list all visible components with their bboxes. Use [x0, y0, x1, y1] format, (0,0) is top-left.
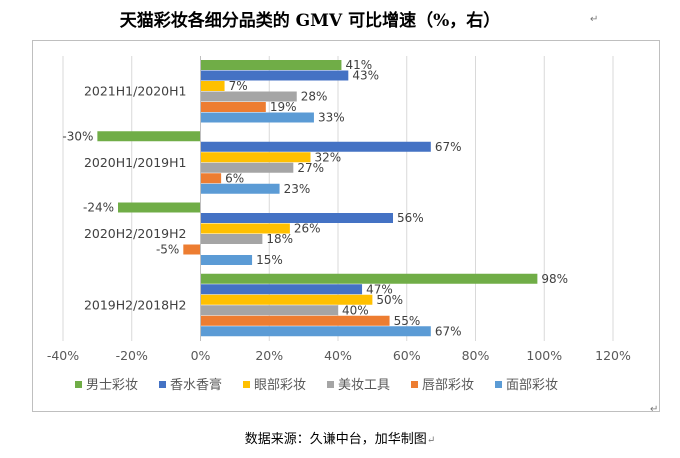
category-label: 2021H1/2020H1	[84, 84, 187, 99]
data-label: 26%	[294, 222, 321, 236]
bar	[200, 81, 225, 91]
data-label: 15%	[256, 253, 283, 267]
bar	[200, 305, 338, 316]
data-label: 7%	[229, 79, 248, 93]
legend-swatch	[411, 381, 418, 388]
data-label: 41%	[345, 58, 372, 72]
x-tick-label: -40%	[47, 348, 79, 363]
data-label: 55%	[394, 314, 421, 328]
data-label: 47%	[366, 282, 393, 296]
bar	[200, 162, 294, 173]
bar	[200, 183, 280, 194]
data-label: -5%	[156, 243, 179, 257]
legend-label: 唇部彩妆	[422, 378, 474, 393]
data-label: 32%	[315, 150, 342, 164]
data-label: 28%	[301, 90, 328, 104]
bar	[200, 315, 390, 326]
x-tick-label: 0%	[191, 348, 211, 363]
legend-label: 面部彩妆	[506, 378, 558, 393]
bar	[183, 244, 201, 255]
bar	[200, 112, 314, 123]
legend-swatch	[495, 381, 502, 388]
data-label: 67%	[435, 324, 462, 338]
category-label: 2020H2/2019H2	[84, 226, 187, 241]
bar	[97, 131, 201, 142]
data-label: 23%	[284, 182, 311, 196]
data-label: 56%	[397, 211, 424, 225]
bar	[200, 70, 349, 81]
source-text: 数据来源：久谦中台，加华制图	[244, 432, 427, 447]
legend-label: 香水香膏	[170, 377, 222, 393]
x-tick-label: 120%	[595, 348, 631, 363]
chart-title: 天猫彩妆各细分品类的 GMV 可比增速（%，右）	[119, 11, 501, 31]
bar	[200, 294, 373, 305]
legend-label: 眼部彩妆	[254, 378, 306, 393]
data-label: -24%	[83, 201, 114, 215]
data-label: 40%	[342, 303, 369, 317]
data-label: 6%	[225, 171, 244, 185]
x-tick-label: 40%	[324, 348, 352, 363]
bar	[200, 284, 363, 295]
x-tick-label: 100%	[526, 348, 562, 363]
chart-area: 41% 43% 7% 28% 19% 33% 2021H1/2020H1 -30% 67% 32%…	[32, 40, 660, 412]
bar	[200, 60, 342, 70]
paragraph-mark-icon: ↵	[650, 404, 659, 415]
bar	[200, 152, 311, 163]
bar	[118, 202, 201, 213]
legend-swatch	[243, 381, 250, 388]
bar	[200, 234, 263, 244]
data-label: 98%	[541, 272, 568, 286]
legend-label: 男士彩妆	[86, 378, 138, 393]
bar	[200, 326, 431, 337]
paragraph-mark-icon: ↵	[590, 14, 599, 25]
bar	[200, 255, 253, 265]
bar	[200, 102, 266, 112]
paragraph-mark-icon: ↵	[426, 435, 436, 446]
data-label: 43%	[352, 69, 379, 83]
category-label: 2020H1/2019H1	[84, 155, 187, 170]
bar	[200, 141, 431, 152]
legend-swatch	[327, 381, 334, 388]
data-label: 19%	[270, 100, 297, 114]
bar-chart: 41%43% 7% 28% 19% 33% 2021H1/2020H1 -30% 67% 32%…	[47, 56, 631, 393]
legend-label: 美妆工具	[338, 378, 390, 393]
x-tick-label: -20%	[116, 348, 148, 363]
category-label: 2019H2/2018H2	[84, 297, 187, 312]
bar	[200, 91, 297, 102]
x-tick-label: 60%	[393, 348, 421, 363]
legend-swatch	[75, 381, 82, 388]
source-note: 数据来源：久谦中台，加华制图↵	[0, 428, 680, 447]
data-label: 33%	[318, 111, 345, 125]
legend-swatch	[159, 381, 166, 388]
data-label: 27%	[297, 161, 324, 175]
bar	[200, 213, 393, 223]
x-tick-label: 20%	[255, 348, 283, 363]
data-label: 18%	[266, 232, 293, 246]
x-tick-label: 80%	[462, 348, 490, 363]
bar	[200, 273, 538, 284]
data-label: 50%	[376, 293, 403, 307]
data-label: -30%	[62, 129, 93, 143]
bar	[200, 223, 290, 234]
bar	[200, 173, 222, 184]
data-label: 67%	[435, 140, 462, 154]
